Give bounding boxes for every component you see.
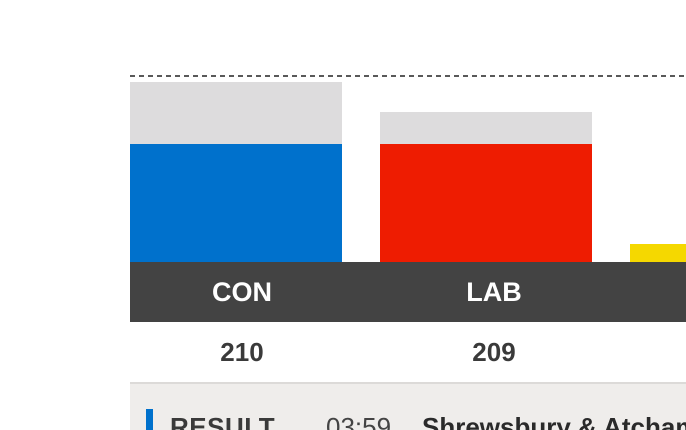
lab-projection-bar [380, 112, 592, 144]
result-time: 03:59 [326, 412, 392, 430]
party-label-band [130, 262, 686, 322]
lab-label: LAB [466, 277, 522, 307]
con-label: CON [212, 277, 272, 307]
results-ticker[interactable]: RESULT 03:59 Shrewsbury & Atcham [130, 382, 686, 430]
lab-bar [380, 144, 592, 262]
con-projection-bar [130, 82, 342, 144]
result-status: RESULT [170, 412, 276, 430]
result-party-marker [146, 409, 153, 430]
lab-seat-value: 209 [472, 337, 515, 367]
third-party-bar [630, 244, 686, 262]
con-seat-value: 210 [220, 337, 263, 367]
result-seat-name[interactable]: Shrewsbury & Atcham [422, 412, 686, 430]
con-bar [130, 144, 342, 262]
